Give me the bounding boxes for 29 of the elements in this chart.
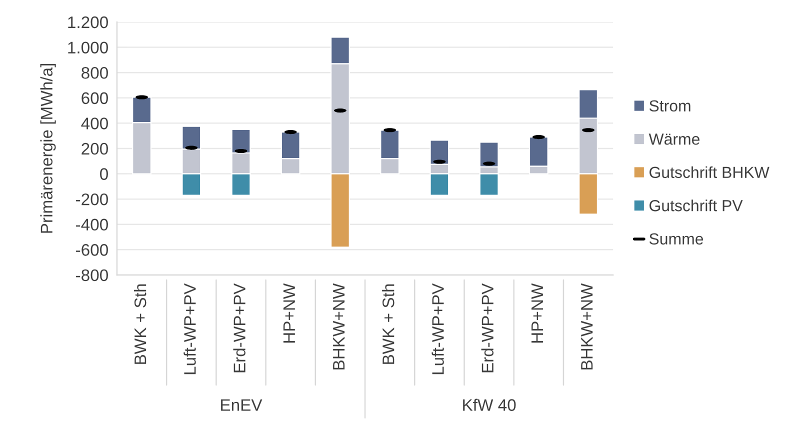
x-tick-label: BHKW+NW bbox=[581, 283, 593, 370]
x-tick-label: BHKW+NW bbox=[333, 283, 345, 370]
x-tick-label: Erd-WP+PV bbox=[233, 283, 246, 372]
y-tick-label: 600 bbox=[82, 92, 108, 104]
text: KfW 40 bbox=[463, 398, 516, 411]
x-tick-label: HP+NW bbox=[283, 283, 295, 343]
y-tick-label: 400 bbox=[81, 118, 108, 130]
legend-label: Wärme bbox=[648, 134, 700, 145]
legend-label: Gutschrift BHKW bbox=[650, 166, 770, 178]
y-tick-label: -400 bbox=[76, 218, 108, 231]
y-axis-title: Primärenergie [MWh/a] bbox=[40, 64, 56, 233]
legend-label: Summe bbox=[649, 233, 704, 245]
y-tick-label: -800 bbox=[76, 269, 108, 282]
y-tick-label: 0 bbox=[100, 168, 108, 180]
text: EnEV bbox=[221, 399, 262, 411]
x-tick-label: Luft-WP+PV bbox=[432, 283, 444, 374]
legend-label: Strom bbox=[649, 100, 690, 112]
y-tick-label: 1.200 bbox=[68, 16, 108, 28]
y-tick-label: -200 bbox=[76, 193, 108, 206]
y-tick-label: 800 bbox=[82, 66, 108, 79]
y-tick-label: 1.000 bbox=[68, 42, 108, 54]
x-tick-label: BWK + Sth bbox=[134, 284, 146, 364]
y-tick-label: 200 bbox=[82, 142, 108, 155]
y-tick-label: -600 bbox=[76, 244, 108, 256]
x-tick-label: Luft-WP+PV bbox=[184, 283, 196, 374]
x-tick-label: BWK + Sth bbox=[382, 284, 394, 364]
legend-label: Gutschrift PV bbox=[650, 200, 743, 212]
x-tick-label: Erd-WP+PV bbox=[481, 283, 494, 372]
x-tick-label: HP+NW bbox=[532, 283, 543, 343]
